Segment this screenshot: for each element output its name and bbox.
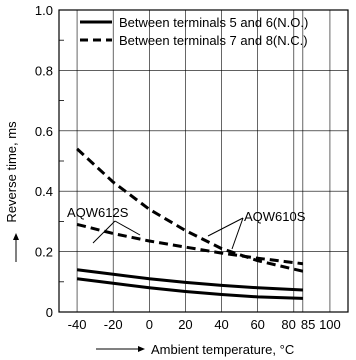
grid xyxy=(59,10,348,312)
series-line-dashed-aqw612s xyxy=(76,222,303,266)
legend-label-no: Between terminals 5 and 6(N.O.) xyxy=(119,15,308,30)
annotations: AQW612S AQW610S xyxy=(67,205,306,250)
series-line-solid-aqw612s xyxy=(76,268,303,292)
y-tick-label: 0.6 xyxy=(35,124,53,139)
annotation-aqw610s-arrow-2 xyxy=(231,217,244,250)
annotation-aqw612s-arrow-1 xyxy=(92,220,116,244)
x-axis-title: Ambient temperature, °C xyxy=(151,342,294,357)
y-tick-label: 0.4 xyxy=(35,184,53,199)
x-tick-label: 0 xyxy=(146,317,153,332)
x-tick-label: 80 xyxy=(281,317,295,332)
annotation-aqw612s: AQW612S xyxy=(67,205,129,220)
legend-label-nc: Between terminals 7 and 8(N.C.) xyxy=(119,33,308,48)
series-line-solid-aqw610s xyxy=(76,277,303,300)
x-tick-labels: -40 -20 0 20 40 60 80 85 100 xyxy=(68,317,341,332)
x-tick-label: 100 xyxy=(319,317,341,332)
y-axis-title-arrowhead xyxy=(13,233,19,240)
series-line-dashed-aqw610s xyxy=(76,147,304,273)
legend: Between terminals 5 and 6(N.O.) Between … xyxy=(80,15,308,48)
x-tick-label: -40 xyxy=(68,317,87,332)
x-tick-label: -20 xyxy=(104,317,123,332)
annotation-aqw610s-arrow-1 xyxy=(207,217,244,237)
x-tick-label: 60 xyxy=(250,317,264,332)
y-tick-label: 0.8 xyxy=(35,63,53,78)
y-tick-label: 1.0 xyxy=(35,3,53,18)
y-tick-label: 0 xyxy=(46,305,53,320)
annotation-aqw610s: AQW610S xyxy=(244,209,306,224)
x-axis-title-arrowhead xyxy=(138,346,145,352)
y-tick-label: 0.2 xyxy=(35,245,53,260)
x-tick-label: 85 xyxy=(301,317,315,332)
plot-frame xyxy=(58,9,349,313)
y-axis-title: Reverse time, ms xyxy=(4,121,19,223)
series-lines xyxy=(76,147,304,300)
x-tick-label: 40 xyxy=(214,317,228,332)
annotation-aqw612s-arrow-2 xyxy=(114,220,141,236)
x-tick-label: 20 xyxy=(178,317,192,332)
y-tick-labels: 0 0.2 0.4 0.6 0.8 1.0 xyxy=(35,3,53,320)
